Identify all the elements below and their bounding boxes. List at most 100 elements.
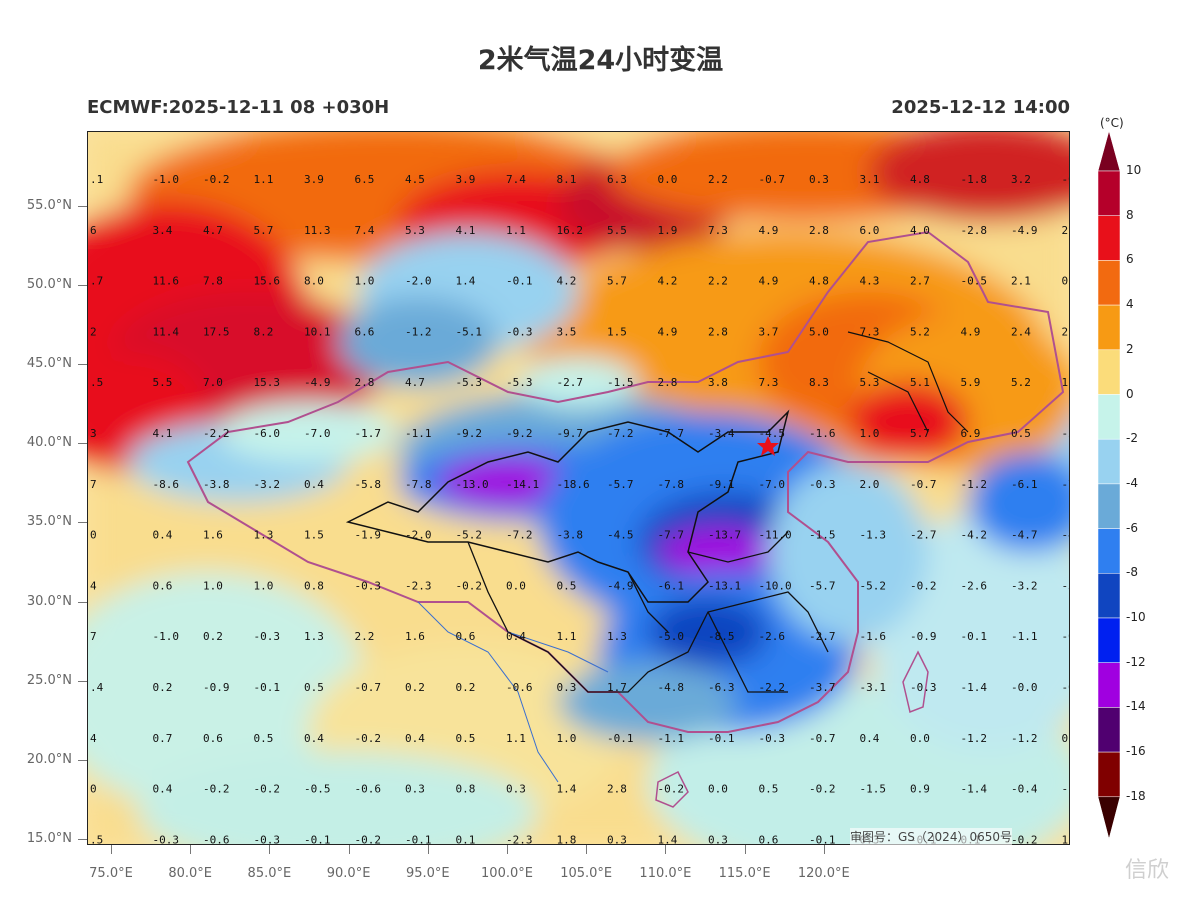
grid-value: 4.2	[658, 275, 678, 288]
grid-value: 4.8	[809, 275, 829, 288]
grid-value: 1.0	[254, 579, 274, 592]
grid-value: -0.7	[759, 173, 786, 186]
grid-value: 1.3	[304, 630, 324, 643]
grid-value: -0.1	[607, 732, 634, 745]
grid-value: -1.7	[355, 427, 382, 440]
grid-value: -2.6	[759, 630, 786, 643]
colorbar-segment	[1097, 662, 1121, 708]
grid-value: -0.2	[910, 579, 937, 592]
longitude-tick	[665, 845, 667, 854]
grid-value: 0.1	[456, 833, 476, 845]
grid-value: 7.4	[506, 173, 526, 186]
colorbar-label: -2	[1126, 431, 1138, 446]
latitude-tick	[78, 759, 87, 761]
grid-value: 0.3	[557, 681, 577, 694]
grid-value: 17.5	[203, 325, 230, 338]
grid-value: 5.2	[910, 325, 930, 338]
colorbar-label: -4	[1126, 475, 1138, 490]
colorbar-unit: (°C)	[1100, 116, 1124, 130]
grid-value: 1.5	[304, 529, 324, 542]
grid-value: 0.5	[304, 681, 324, 694]
grid-value: -2.3	[405, 579, 432, 592]
model-run-label: ECMWF:2025-12-11 08 +030H	[87, 97, 390, 118]
grid-value: 0.3	[506, 783, 526, 796]
grid-value: 5.7	[910, 427, 930, 440]
grid-value: 1.6	[203, 529, 223, 542]
grid-value: 0.5	[557, 579, 577, 592]
grid-value: -18.6	[557, 478, 590, 491]
latitude-tick	[78, 601, 87, 603]
grid-value: 1.6	[405, 630, 425, 643]
grid-value: -5.3	[506, 376, 533, 389]
grid-value: 0.5	[1011, 427, 1031, 440]
latitude-label: 25.0°N	[26, 672, 72, 688]
map-review-number: 审图号：GS（2024）0650号	[850, 828, 1012, 845]
grid-value: -9.7	[557, 427, 584, 440]
grid-value: 1.0	[203, 579, 223, 592]
grid-value: -3.8	[557, 529, 584, 542]
grid-value: 7.3	[759, 376, 779, 389]
grid-value: 1.0	[860, 427, 880, 440]
grid-value: -0.2	[254, 783, 281, 796]
grid-value: 0.5	[254, 732, 274, 745]
grid-value: 1.4	[557, 783, 577, 796]
grid-value: .4	[90, 681, 104, 694]
grid-value: -13.7	[708, 529, 741, 542]
grid-value: 4.9	[759, 275, 779, 288]
grid-value: 0.7	[1062, 275, 1071, 288]
grid-value: -1.2	[961, 732, 988, 745]
grid-value: -5.7	[809, 579, 836, 592]
grid-value: 7.4	[355, 224, 375, 237]
grid-value: -0.2	[203, 173, 230, 186]
grid-value: -0.1	[809, 833, 836, 845]
grid-value: -0.6	[203, 833, 230, 845]
grid-value: 0.4	[506, 630, 526, 643]
province-borders-north	[345, 409, 790, 603]
grid-value: 0.3	[708, 833, 728, 845]
colorbar-label: 2	[1126, 341, 1134, 356]
country-border	[186, 230, 1065, 733]
grid-value: -0.3	[809, 478, 836, 491]
longitude-tick	[586, 845, 588, 854]
colorbar-segment	[1097, 483, 1121, 529]
grid-value: 15.6	[254, 275, 281, 288]
latitude-label: 45.0°N	[26, 356, 72, 372]
longitude-label: 100.0°E	[481, 866, 533, 881]
grid-value: -3.2	[1011, 579, 1038, 592]
colorbar-label: -18	[1126, 788, 1146, 803]
colorbar-segment	[1097, 170, 1121, 216]
grid-value: -0.6	[506, 681, 533, 694]
colorbar-label: -10	[1126, 610, 1146, 624]
grid-value: 0.2	[203, 630, 223, 643]
grid-value: -1.9	[355, 529, 382, 542]
grid-value: -5.2	[860, 579, 887, 592]
longitude-tick	[507, 845, 508, 854]
grid-value: 4.3	[860, 275, 880, 288]
grid-value: 7.3	[708, 224, 728, 237]
grid-value: -0.9	[203, 681, 230, 694]
grid-value: -3.2	[254, 478, 281, 491]
grid-value: 1.1	[506, 732, 526, 745]
colorbar-segment	[1097, 438, 1121, 485]
colorbar-segment	[1097, 349, 1121, 395]
grid-value: -0.5	[961, 275, 988, 288]
grid-value: 1.9	[658, 224, 678, 237]
grid-value: 6.9	[961, 427, 981, 440]
grid-value: 6.3	[607, 173, 627, 186]
grid-value: 0.0	[910, 732, 930, 745]
colorbar-segment	[1097, 215, 1121, 261]
grid-value: -13.0	[456, 478, 489, 491]
grid-value: -4.2	[961, 529, 988, 542]
grid-value: 2	[90, 325, 97, 338]
grid-value: 1.1	[557, 630, 577, 643]
grid-value: -7.0	[304, 427, 331, 440]
latitude-label: 50.0°N	[26, 277, 72, 293]
latitude-label: 20.0°N	[26, 751, 72, 767]
colorbar-segment	[1097, 260, 1121, 306]
grid-value: -7.7	[658, 427, 685, 440]
grid-value: 0.8	[456, 783, 476, 796]
grid-value: 1.0	[557, 732, 577, 745]
grid-value: 0.8	[304, 579, 324, 592]
grid-value: -0.7	[809, 732, 836, 745]
latitude-label: 35.0°N	[26, 514, 72, 530]
